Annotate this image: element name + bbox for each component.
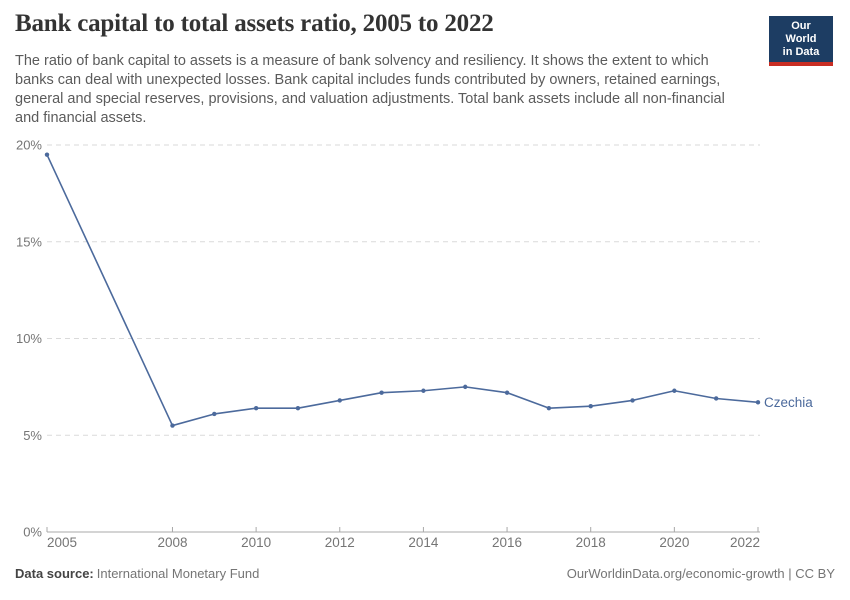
data-source: Data source: International Monetary Fund [15, 566, 259, 581]
series-line-czechia [46, 154, 759, 427]
data-point[interactable] [546, 405, 552, 411]
chart-footer: Data source: International Monetary Fund … [15, 566, 835, 581]
data-point[interactable] [630, 398, 635, 403]
data-source-label: Data source: [15, 566, 94, 581]
x-axis-tick-label: 2014 [408, 535, 439, 550]
data-point[interactable] [295, 405, 301, 411]
y-axis-tick-label: 0% [23, 525, 42, 540]
x-axis-tick-label: 2012 [325, 535, 355, 550]
page-title: Bank capital to total assets ratio, 2005… [15, 10, 494, 37]
data-point[interactable] [253, 405, 259, 411]
data-point[interactable] [421, 388, 426, 393]
y-axis-tick-label: 20% [16, 138, 42, 153]
data-point[interactable] [212, 411, 217, 417]
data-source-value: International Monetary Fund [96, 566, 260, 581]
owid-logo-line1: Our World [785, 20, 817, 45]
x-axis-tick-label: 2018 [576, 535, 606, 550]
x-axis-tick-label: 2005 [47, 535, 77, 550]
data-point[interactable] [170, 423, 175, 428]
y-axis-tick-label: 15% [16, 234, 42, 249]
data-point[interactable] [337, 398, 342, 403]
data-point[interactable] [379, 390, 384, 395]
credit-line: OurWorldinData.org/economic-growth | CC … [566, 566, 835, 581]
owid-logo-line2: in Data [782, 46, 820, 58]
data-point[interactable] [44, 152, 50, 157]
data-point[interactable] [672, 388, 677, 393]
y-axis-tick-label: 10% [16, 331, 42, 346]
x-axis-tick-label: 2008 [157, 535, 187, 550]
series-label-czechia[interactable]: Czechia [764, 395, 813, 410]
data-point[interactable] [713, 396, 719, 401]
chart-subtitle: The ratio of bank capital to assets is a… [15, 53, 725, 126]
data-point[interactable] [504, 390, 510, 395]
y-axis-tick-label: 5% [23, 428, 42, 443]
x-axis-tick-label: 2016 [492, 535, 522, 550]
data-point[interactable] [588, 404, 593, 409]
x-axis-tick-label: 2010 [241, 535, 271, 550]
x-axis-tick-label: 2020 [659, 535, 689, 550]
data-point[interactable] [755, 400, 761, 405]
data-point[interactable] [463, 384, 468, 390]
x-axis-tick-label: 2022 [730, 535, 760, 550]
owid-logo[interactable]: Our World in Data [769, 16, 833, 66]
